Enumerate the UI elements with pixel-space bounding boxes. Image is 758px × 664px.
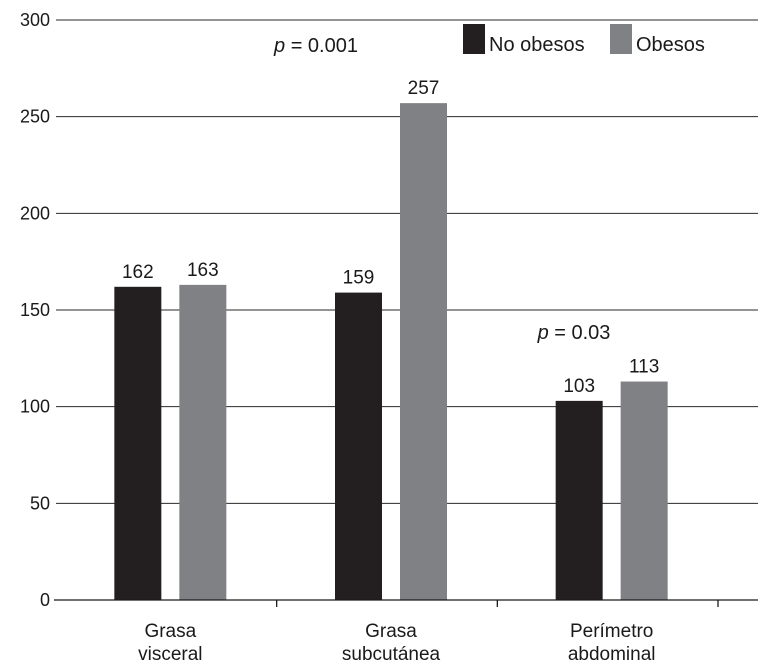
data-label: 163 xyxy=(187,260,219,281)
annotations: p = 0.001 p = 0.03 xyxy=(273,35,610,344)
legend: No obesos Obesos xyxy=(463,24,705,56)
data-labels: 162 159 103 163 257 113 xyxy=(122,78,659,397)
data-label: 159 xyxy=(343,268,375,289)
bar xyxy=(400,103,447,600)
x-tick-label: Grasa visceral xyxy=(138,621,202,664)
data-label: 113 xyxy=(629,357,659,378)
y-tick-label: 200 xyxy=(20,203,50,223)
x-tick-label: Grasa subcutánea xyxy=(342,621,441,664)
legend-label: No obesos xyxy=(489,34,585,56)
y-axis: 0 50 100 150 200 250 300 xyxy=(20,10,56,610)
y-tick-label: 150 xyxy=(20,300,50,320)
legend-label: Obesos xyxy=(636,34,705,56)
x-tick-label: Perímetro abdominal xyxy=(568,621,656,664)
bar xyxy=(114,286,162,600)
data-label: 162 xyxy=(122,262,154,283)
p-value-annotation: p = 0.001 xyxy=(273,35,358,57)
y-tick-label: 0 xyxy=(40,590,50,610)
gray-square-icon xyxy=(610,24,632,54)
p-value-annotation: p = 0.03 xyxy=(537,322,611,344)
bars xyxy=(114,103,668,600)
data-label: 103 xyxy=(563,376,595,397)
y-tick-label: 250 xyxy=(20,107,50,127)
bar xyxy=(335,292,382,600)
y-tick-label: 100 xyxy=(20,397,50,417)
bar xyxy=(179,284,227,600)
bar xyxy=(555,400,603,600)
black-square-icon xyxy=(463,24,485,54)
data-label: 257 xyxy=(408,78,440,99)
bar xyxy=(620,381,668,600)
y-tick-label: 300 xyxy=(20,10,50,30)
y-tick-label: 50 xyxy=(30,493,50,513)
x-axis: Grasa visceral Grasa subcutánea Perímetro abd… xyxy=(56,599,758,664)
